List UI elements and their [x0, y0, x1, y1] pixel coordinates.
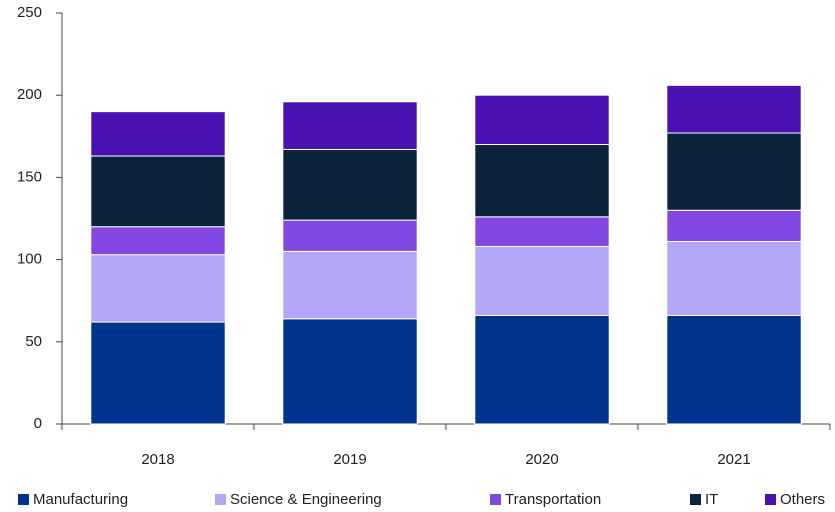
bar-segment: [666, 241, 802, 316]
bar-segment: [90, 254, 226, 323]
bar-segment: [282, 148, 418, 221]
legend-swatch: [765, 494, 776, 505]
y-tick-label: 0: [34, 415, 42, 432]
legend-label: IT: [705, 491, 718, 508]
bar-segment: [474, 216, 610, 247]
y-tick-label: 50: [25, 333, 42, 350]
bar-segment: [474, 245, 610, 316]
bar-segment: [474, 144, 610, 218]
bar-segment: [474, 314, 610, 425]
bar-segment: [282, 318, 418, 425]
bar-segment: [666, 132, 802, 211]
bar-segment: [282, 250, 418, 320]
y-tick-label: 100: [17, 251, 42, 268]
bar-segment: [666, 314, 802, 425]
legend-label: Transportation: [505, 491, 601, 508]
bar-segment: [90, 226, 226, 256]
x-tick-label: 2021: [717, 451, 750, 468]
y-tick-label: 250: [17, 4, 42, 21]
legend-swatch: [18, 494, 29, 505]
bar-segment: [474, 94, 610, 146]
legend-swatch: [690, 494, 701, 505]
x-tick-label: 2020: [525, 451, 558, 468]
bar-segment: [666, 209, 802, 243]
x-tick-label: 2019: [333, 451, 366, 468]
y-tick-label: 150: [17, 168, 42, 185]
legend-label: Science & Engineering: [230, 491, 382, 508]
bar-segment: [282, 101, 418, 150]
bar-segment: [90, 321, 226, 425]
bar-segment: [282, 219, 418, 252]
bar-segment: [90, 155, 226, 228]
bar-segment: [90, 111, 226, 157]
legend-label: Others: [780, 491, 825, 508]
x-tick-label: 2018: [141, 451, 174, 468]
legend-swatch: [490, 494, 501, 505]
legend-label: Manufacturing: [33, 491, 128, 508]
y-tick-label: 200: [17, 86, 42, 103]
bar-segment: [666, 84, 802, 134]
legend-swatch: [215, 494, 226, 505]
